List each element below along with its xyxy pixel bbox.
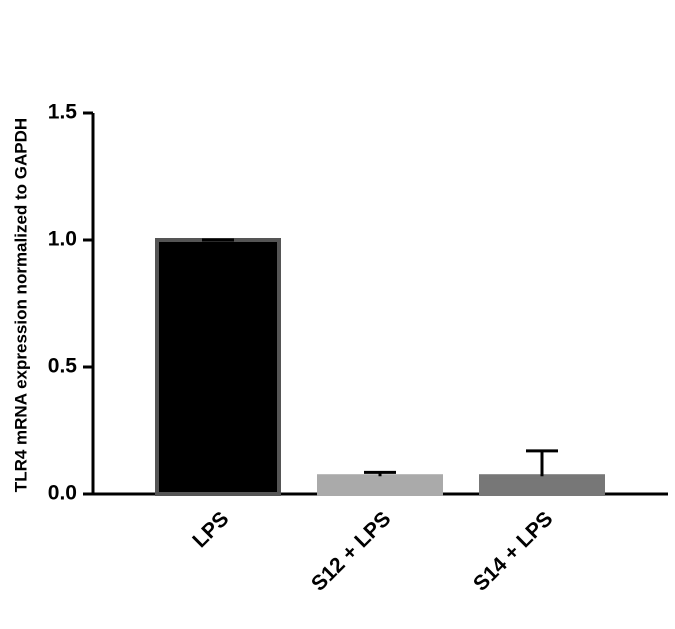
y-tick-label: 0.5 (48, 355, 78, 378)
y-tick-label: 1.5 (48, 101, 78, 124)
x-tick-label: S12 + LPS (307, 507, 395, 595)
error-bar (526, 449, 558, 477)
x-tick-label: LPS (188, 507, 233, 552)
y-tick-label: 0.0 (48, 482, 77, 505)
bar (317, 474, 443, 497)
x-tick-label: S14 + LPS (469, 507, 557, 595)
y-axis-title: TLR4 mRNA expression normalized to GAPDH (11, 118, 30, 492)
bar (479, 474, 605, 497)
bar (155, 238, 281, 496)
error-bar (364, 470, 396, 477)
y-tick-label: 1.0 (48, 228, 77, 251)
